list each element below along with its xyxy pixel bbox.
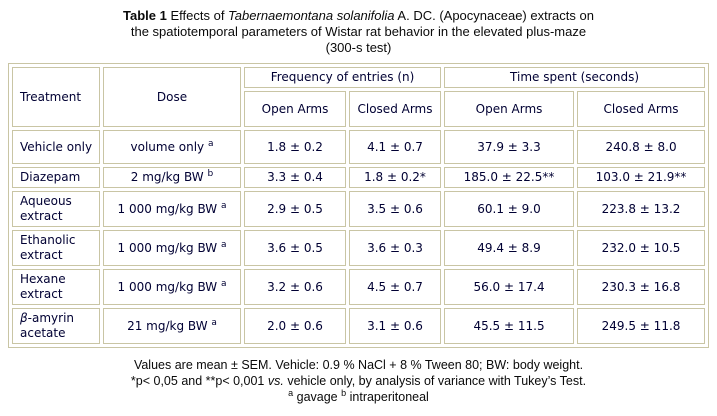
treatment-italic-prefix: β — [20, 311, 28, 325]
treatment-name: Diazepam — [20, 170, 81, 184]
footnote-marker-b: b — [341, 387, 347, 398]
cell-frequency-open: 1.8 ± 0.2 — [244, 130, 346, 164]
cell-treatment: Ethanolic extract — [12, 230, 100, 266]
treatment-name: Aqueous extract — [20, 194, 72, 223]
cell-dose: 1 000 mg/kg BW a — [103, 269, 241, 305]
title-line2: the spatiotemporal parameters of Wistar … — [130, 24, 587, 39]
table-footnotes: Values are mean ± SEM. Vehicle: 0.9 % Na… — [0, 357, 717, 405]
cell-frequency-closed: 4.5 ± 0.7 — [349, 269, 442, 305]
table-row: β-amyrin acetate 21 mg/kg BW a 2.0 ± 0.6… — [12, 308, 706, 344]
footnote-line1: Values are mean ± SEM. Vehicle: 0.9 % Na… — [133, 358, 584, 372]
cell-time-open: 60.1 ± 9.0 — [444, 191, 575, 227]
cell-time-closed: 103.0 ± 21.9** — [577, 167, 706, 188]
cell-frequency-open: 2.9 ± 0.5 — [244, 191, 346, 227]
table-row: Hexane extract 1 000 mg/kg BW a 3.2 ± 0.… — [12, 269, 706, 305]
cell-frequency-closed: 3.6 ± 0.3 — [349, 230, 442, 266]
cell-frequency-open: 2.0 ± 0.6 — [244, 308, 346, 344]
table-row: Vehicle only volume only a 1.8 ± 0.2 4.1… — [12, 130, 706, 164]
header-frequency-open-arms: Open Arms — [244, 91, 346, 127]
header-sub-row: Open Arms Closed Arms Open Arms Closed A… — [12, 91, 706, 127]
table-label: Table 1 — [123, 8, 167, 23]
cell-dose: 21 mg/kg BW a — [103, 308, 241, 344]
dose-footnote-marker: a — [207, 138, 214, 149]
treatment-name: Ethanolic extract — [20, 233, 76, 262]
treatment-name: -amyrin acetate — [20, 311, 75, 340]
footnote-line2-pre: *p< 0,05 and **p< 0,001 — [130, 374, 268, 388]
cell-frequency-closed: 3.1 ± 0.6 — [349, 308, 442, 344]
cell-frequency-open: 3.6 ± 0.5 — [244, 230, 346, 266]
footnote-intraperitoneal: intraperitoneal — [346, 390, 429, 404]
cell-time-closed: 240.8 ± 8.0 — [577, 130, 706, 164]
footnote-line2: *p< 0,05 and **p< 0,001 vs. vehicle only… — [0, 373, 717, 389]
dose-footnote-marker: b — [207, 169, 214, 179]
cell-time-closed: 223.8 ± 13.2 — [577, 191, 706, 227]
cell-dose: volume only a — [103, 130, 241, 164]
title-text-post: A. DC. (Apocynaceae) extracts on — [394, 8, 594, 23]
cell-dose: 1 000 mg/kg BW a — [103, 230, 241, 266]
cell-time-closed: 230.3 ± 16.8 — [577, 269, 706, 305]
table-row: Aqueous extract 1 000 mg/kg BW a 2.9 ± 0… — [12, 191, 706, 227]
dose-value: 21 mg/kg BW — [127, 318, 212, 333]
cell-frequency-closed: 1.8 ± 0.2* — [349, 167, 442, 188]
dose-footnote-marker: a — [211, 317, 217, 328]
treatment-name: Hexane extract — [20, 272, 66, 301]
header-treatment: Treatment — [12, 67, 100, 127]
dose-value: 1 000 mg/kg BW — [117, 240, 221, 255]
treatment-name: Vehicle only — [20, 139, 93, 154]
species-name: Tabernaemontana solanifolia — [228, 8, 395, 23]
cell-treatment: Vehicle only — [12, 130, 100, 164]
cell-frequency-open: 3.2 ± 0.6 — [244, 269, 346, 305]
footnote-marker-a: a — [288, 387, 294, 398]
cell-time-closed: 249.5 ± 11.8 — [577, 308, 706, 344]
dose-footnote-marker: a — [220, 239, 227, 250]
dose-value: 2 mg/kg BW — [130, 170, 208, 184]
header-group-row: Treatment Dose Frequency of entries (n) … — [12, 67, 706, 127]
header-time-open-arms: Open Arms — [444, 91, 575, 127]
title-text-pre: Effects of — [166, 8, 229, 23]
footnote-line2-post: vehicle only, by analysis of variance wi… — [283, 374, 587, 388]
cell-frequency-closed: 3.5 ± 0.6 — [349, 191, 442, 227]
table-title: Table 1 Effects of Tabernaemontana solan… — [0, 0, 717, 56]
results-table: Treatment Dose Frequency of entries (n) … — [8, 63, 710, 348]
header-frequency-group: Frequency of entries (n) — [244, 67, 442, 88]
cell-treatment: Aqueous extract — [12, 191, 100, 227]
cell-time-open: 49.4 ± 8.9 — [444, 230, 575, 266]
cell-time-open: 185.0 ± 22.5** — [444, 167, 575, 188]
header-dose: Dose — [103, 67, 241, 127]
cell-time-open: 56.0 ± 17.4 — [444, 269, 575, 305]
dose-value: 1 000 mg/kg BW — [117, 279, 221, 294]
cell-dose: 1 000 mg/kg BW a — [103, 191, 241, 227]
cell-time-open: 37.9 ± 3.3 — [444, 130, 575, 164]
dose-footnote-marker: a — [220, 278, 227, 289]
dose-value: 1 000 mg/kg BW — [117, 201, 221, 216]
cell-time-closed: 232.0 ± 10.5 — [577, 230, 706, 266]
title-line3: (300-s test) — [325, 40, 392, 55]
cell-treatment: β-amyrin acetate — [12, 308, 100, 344]
header-time-group: Time spent (seconds) — [444, 67, 706, 88]
header-time-closed-arms: Closed Arms — [577, 91, 706, 127]
cell-time-open: 45.5 ± 11.5 — [444, 308, 575, 344]
footnote-line3: a gavage b intraperitoneal — [0, 387, 717, 405]
cell-dose: 2 mg/kg BW b — [103, 167, 241, 188]
cell-treatment: Hexane extract — [12, 269, 100, 305]
footnote-gavage: gavage — [293, 390, 342, 404]
header-frequency-closed-arms: Closed Arms — [349, 91, 442, 127]
table-row: Ethanolic extract 1 000 mg/kg BW a 3.6 ±… — [12, 230, 706, 266]
cell-frequency-closed: 4.1 ± 0.7 — [349, 130, 442, 164]
cell-treatment: Diazepam — [12, 167, 100, 188]
dose-footnote-marker: a — [220, 200, 227, 211]
dose-value: volume only — [130, 139, 208, 154]
footnote-vs: vs. — [267, 374, 284, 388]
cell-frequency-open: 3.3 ± 0.4 — [244, 167, 346, 188]
table-row: Diazepam 2 mg/kg BW b 3.3 ± 0.4 1.8 ± 0.… — [12, 167, 706, 188]
